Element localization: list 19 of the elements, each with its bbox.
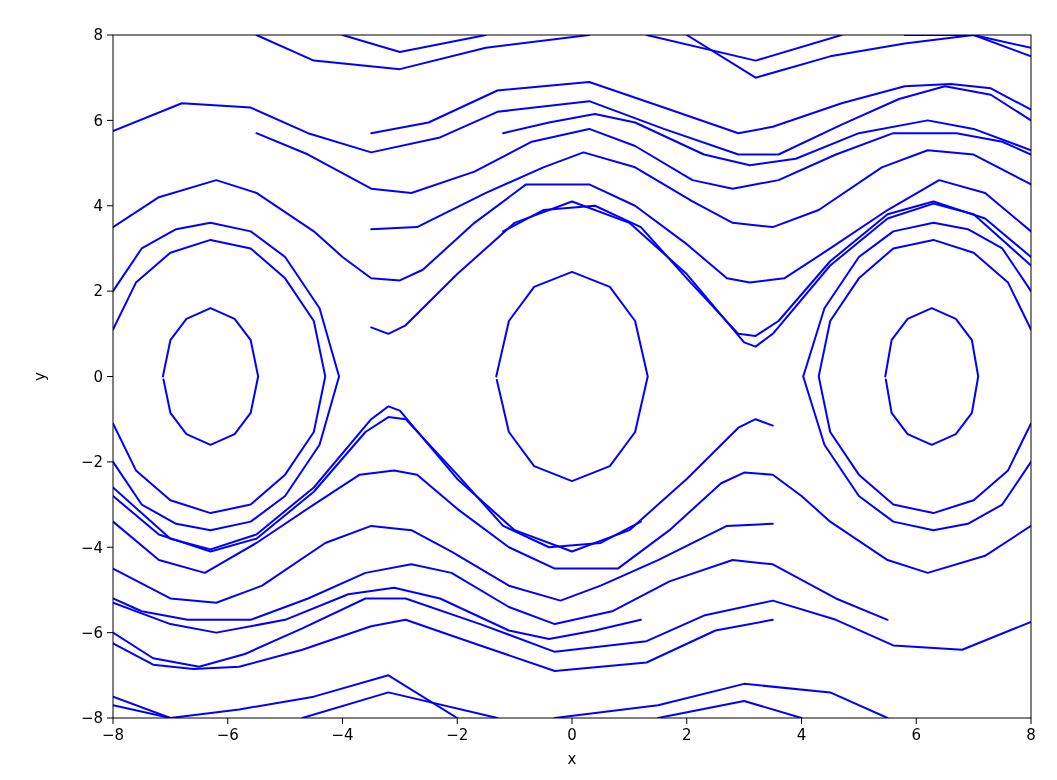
x-tick-label: −4 xyxy=(331,726,354,744)
y-tick-label: −4 xyxy=(80,538,103,557)
x-tick-label: 8 xyxy=(1026,726,1036,744)
y-tick-label: 2 xyxy=(93,282,103,301)
x-tick-label: 2 xyxy=(681,726,692,744)
y-tick-label: −8 xyxy=(80,709,103,728)
x-tick-label: −6 xyxy=(216,726,239,744)
x-tick-label: 6 xyxy=(911,726,922,744)
y-tick-label: 4 xyxy=(93,197,103,215)
y-tick-label: −6 xyxy=(80,623,103,642)
y-tick-label: 8 xyxy=(93,26,103,45)
y-axis-title: y xyxy=(31,371,49,381)
y-tick-label: −2 xyxy=(80,453,103,472)
x-tick-label: −2 xyxy=(446,726,469,744)
x-tick-label: 0 xyxy=(567,726,577,744)
x-tick-label: 4 xyxy=(796,726,807,744)
y-tick-label: 6 xyxy=(93,111,103,130)
y-tick-label: 0 xyxy=(93,367,103,386)
x-axis-title: x xyxy=(567,750,577,768)
